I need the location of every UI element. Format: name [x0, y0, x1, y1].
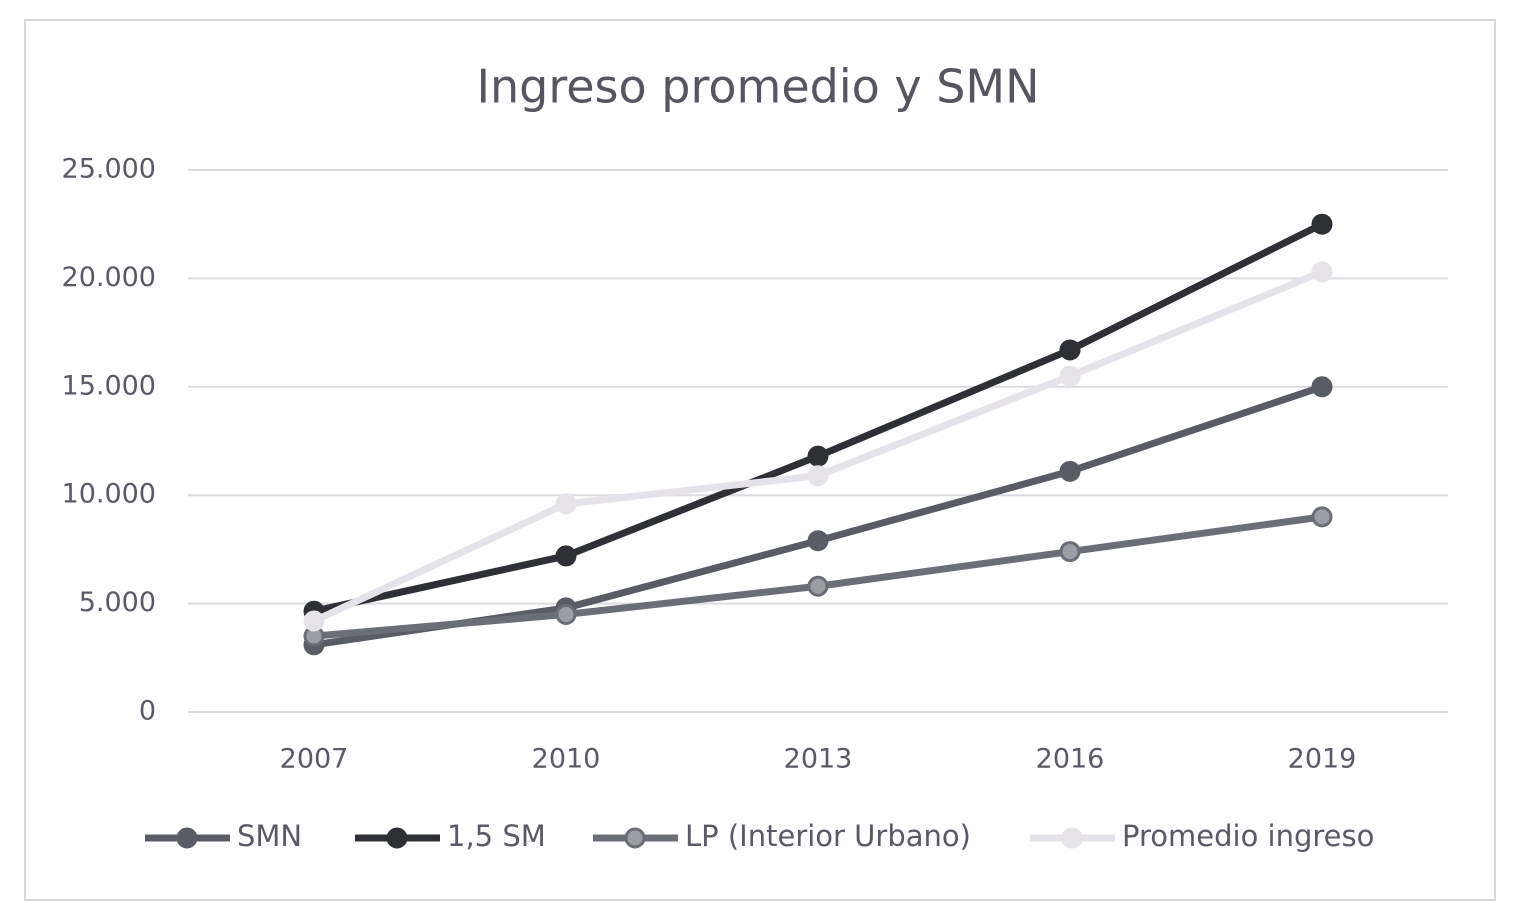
data-point	[555, 545, 577, 567]
legend-label: SMN	[237, 819, 302, 853]
chart-border	[24, 19, 1496, 901]
data-point	[1059, 339, 1081, 361]
x-tick-label: 2019	[1288, 744, 1357, 775]
data-point	[1059, 541, 1081, 563]
data-point	[1311, 506, 1333, 528]
data-point	[1059, 365, 1081, 387]
legend-label: 1,5 SM	[447, 819, 546, 853]
data-point	[555, 603, 577, 625]
x-tick-label: 2016	[1036, 744, 1105, 775]
data-point	[1311, 376, 1333, 398]
data-point	[1059, 460, 1081, 482]
legend-label: LP (Interior Urbano)	[685, 819, 971, 853]
legend-marker	[386, 827, 408, 849]
data-point	[807, 445, 829, 467]
x-tick-label: 2010	[532, 744, 601, 775]
y-tick-label: 25.000	[62, 154, 156, 185]
x-tick-label: 2007	[280, 744, 349, 775]
y-tick-label: 5.000	[79, 587, 156, 618]
legend-marker	[624, 827, 646, 849]
data-point	[1311, 261, 1333, 283]
legend-label: Promedio ingreso	[1122, 819, 1374, 853]
y-tick-label: 10.000	[62, 479, 156, 510]
data-point	[807, 465, 829, 487]
chart-title: Ingreso promedio y SMN	[476, 60, 1039, 114]
x-tick-label: 2013	[784, 744, 853, 775]
y-tick-label: 15.000	[62, 370, 156, 401]
y-tick-label: 20.000	[62, 262, 156, 293]
data-point	[807, 530, 829, 552]
legend-marker	[1061, 827, 1083, 849]
data-point	[807, 575, 829, 597]
data-point	[303, 610, 325, 632]
data-point	[555, 493, 577, 515]
data-point	[1311, 213, 1333, 235]
legend-marker	[176, 827, 198, 849]
y-tick-label: 0	[139, 696, 156, 727]
